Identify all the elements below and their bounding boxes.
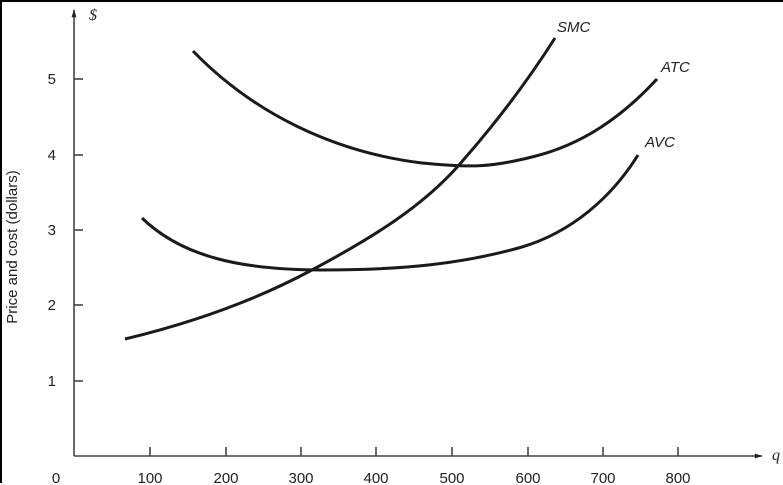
x-ticks <box>149 447 679 456</box>
x-tick-label: 600 <box>515 470 540 485</box>
y-axis-symbol: $ <box>89 7 97 24</box>
y-tick-labels: 1 2 3 4 5 <box>48 71 56 390</box>
y-tick-label: 2 <box>48 297 56 314</box>
y-tick-label: 1 <box>48 373 56 390</box>
x-tick-label: 500 <box>439 470 464 485</box>
smc-curve <box>124 37 557 341</box>
origin-label: 0 <box>52 470 60 485</box>
y-axis-title: Price and cost (dollars) <box>4 170 21 323</box>
y-tick-label: 3 <box>48 222 56 239</box>
x-tick-labels: 0 100 200 300 400 500 600 700 800 <box>52 470 691 485</box>
atc-curve <box>191 49 659 168</box>
atc-label: ATC <box>660 59 690 76</box>
x-tick-label: 400 <box>363 470 388 485</box>
x-tick-label: 700 <box>590 470 615 485</box>
y-tick-label: 5 <box>48 71 56 88</box>
x-tick-label: 100 <box>137 470 162 485</box>
y-tick-label: 4 <box>48 147 56 164</box>
x-tick-label: 300 <box>288 470 313 485</box>
avc-curve <box>140 154 640 272</box>
smc-label: SMC <box>557 19 591 36</box>
avc-label: AVC <box>644 134 675 151</box>
y-ticks <box>74 78 83 382</box>
x-tick-label: 800 <box>665 470 690 485</box>
x-axis-symbol: q <box>772 447 780 464</box>
x-tick-label: 200 <box>213 470 238 485</box>
